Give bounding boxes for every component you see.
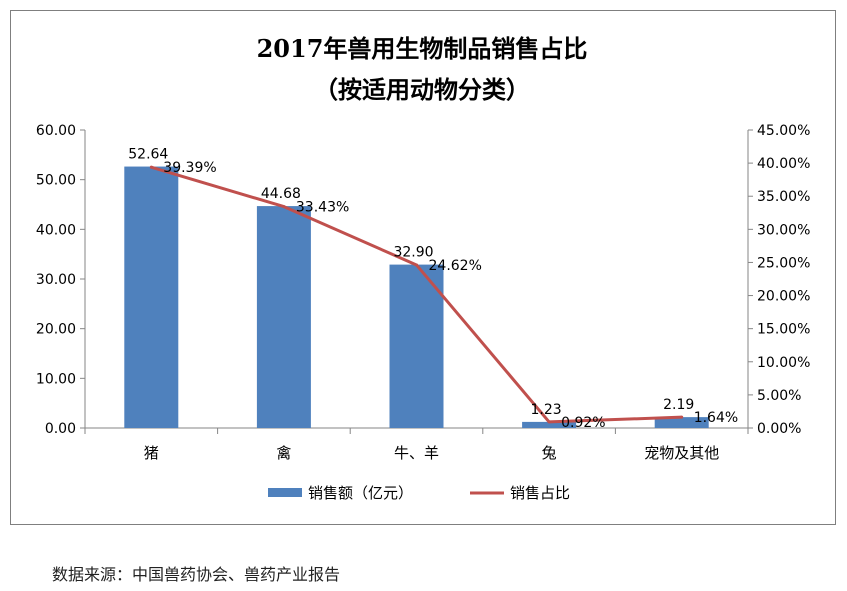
line-point	[680, 415, 684, 419]
bar-data-label: 52.64	[128, 147, 168, 163]
bar-data-label: 32.90	[393, 245, 433, 261]
y-right-tick-label: 30.00%	[757, 222, 810, 238]
bars-layer	[124, 166, 709, 428]
x-category-label: 牛、羊	[394, 444, 439, 462]
labels-layer: 52.64 44.68 32.90 1.23 2.19 39.39% 33.43% 24.62…	[128, 147, 738, 431]
y-left-tick-label: 60.00	[36, 123, 76, 139]
x-category-label: 猪	[144, 444, 159, 462]
y-left-tick-label: 20.00	[36, 322, 76, 338]
y-right-tick-label: 35.00%	[757, 189, 810, 205]
legend-layer: 销售额（亿元） 销售占比	[268, 484, 570, 502]
line-data-label: 33.43%	[296, 200, 349, 216]
line-data-label: 39.39%	[163, 160, 216, 176]
source-note: 数据来源：中国兽药协会、兽药产业报告	[52, 565, 341, 584]
line-point	[547, 420, 551, 424]
y-right-tick-label: 40.00%	[757, 156, 810, 172]
y-left-tick-label: 40.00	[36, 222, 76, 238]
legend-line-label: 销售占比	[510, 484, 570, 502]
line-point	[282, 205, 286, 209]
y-right-tick-label: 25.00%	[757, 255, 810, 271]
y-left-tick-label: 30.00	[36, 272, 76, 288]
y-right-tick-label: 5.00%	[757, 388, 801, 404]
y-right-tick-label: 45.00%	[757, 123, 810, 139]
bar-data-label: 1.23	[531, 402, 562, 418]
bar	[124, 166, 179, 428]
line-point	[149, 165, 153, 169]
bar	[256, 206, 311, 428]
y-left-tick-label: 50.00	[36, 173, 76, 189]
y-right-tick-label: 0.00%	[757, 421, 801, 437]
axes-layer: 0.00 10.00 20.00 30.00 40.00 50.00 60.00 0.00% 5…	[36, 123, 810, 462]
bar	[654, 417, 709, 428]
line-layer	[149, 165, 684, 424]
chart-title-line1: 2017年兽用生物制品销售占比	[257, 34, 588, 63]
chart-title-line2: （按适用动物分类）	[314, 75, 530, 104]
x-category-label: 禽	[276, 444, 291, 462]
line-point	[415, 263, 418, 267]
legend-bar-label: 销售额（亿元）	[308, 484, 413, 502]
bar-data-label: 2.19	[663, 397, 694, 413]
line-data-label: 24.62%	[429, 258, 482, 274]
y-right-tick-label: 15.00%	[757, 322, 810, 338]
bar-data-label: 44.68	[261, 186, 301, 202]
y-left-tick-label: 10.00	[36, 371, 76, 387]
legend-bar-swatch	[268, 488, 302, 497]
x-category-label: 兔	[542, 444, 557, 462]
x-category-label: 宠物及其他	[644, 444, 719, 462]
line-data-label: 1.64%	[694, 410, 738, 426]
y-left-tick-label: 0.00	[45, 421, 76, 437]
y-right-tick-label: 20.00%	[757, 289, 810, 305]
y-right-tick-label: 10.00%	[757, 355, 810, 371]
bar	[522, 421, 577, 428]
line-data-label: 0.92%	[561, 415, 605, 431]
bar	[389, 264, 444, 428]
